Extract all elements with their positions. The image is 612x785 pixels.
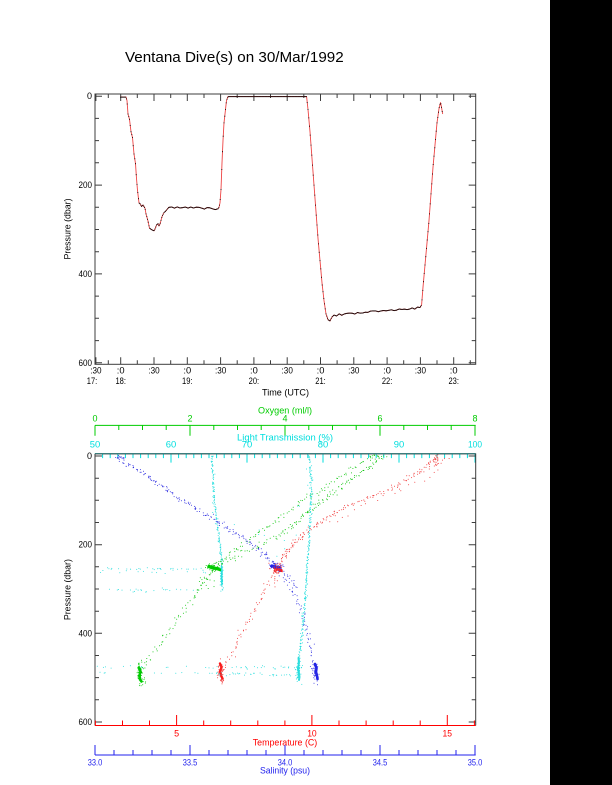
- svg-text:19:: 19:: [182, 376, 193, 386]
- svg-text:400: 400: [79, 628, 93, 638]
- svg-text:Salinity (psu): Salinity (psu): [260, 765, 310, 776]
- svg-text:0: 0: [92, 413, 97, 423]
- svg-text:33.0: 33.0: [88, 758, 103, 768]
- svg-text:200: 200: [79, 540, 93, 550]
- svg-text:Pressure (dbar): Pressure (dbar): [63, 559, 74, 620]
- svg-text::0: :0: [383, 366, 391, 376]
- svg-text:10: 10: [307, 729, 317, 739]
- svg-text:35.0: 35.0: [468, 758, 483, 768]
- svg-text:15: 15: [443, 729, 453, 739]
- svg-text:0: 0: [87, 91, 92, 101]
- svg-text:400: 400: [79, 269, 93, 279]
- svg-text:50: 50: [90, 440, 101, 450]
- svg-text:60: 60: [166, 440, 177, 450]
- svg-text:5: 5: [174, 729, 179, 739]
- svg-text:Light Transmission (%): Light Transmission (%): [237, 432, 333, 443]
- svg-text:33.5: 33.5: [183, 758, 198, 768]
- svg-text::0: :0: [117, 366, 125, 376]
- svg-text:34.5: 34.5: [373, 758, 388, 768]
- svg-text:4: 4: [282, 413, 287, 423]
- svg-text::30: :30: [90, 366, 101, 376]
- svg-text:22:: 22:: [382, 376, 393, 386]
- svg-text:100: 100: [468, 440, 482, 450]
- svg-text:6: 6: [377, 413, 382, 423]
- svg-text:Time (UTC): Time (UTC): [262, 388, 309, 399]
- svg-text:Temperature (C): Temperature (C): [253, 737, 318, 748]
- svg-text:17:: 17:: [87, 376, 98, 386]
- svg-text::30: :30: [282, 366, 293, 376]
- svg-text:600: 600: [79, 717, 93, 727]
- svg-text:2: 2: [187, 413, 192, 423]
- svg-text:Ventana Dive(s) on 30/Mar/1992: Ventana Dive(s) on 30/Mar/1992: [125, 49, 344, 66]
- svg-text:70: 70: [242, 440, 253, 450]
- svg-text::0: :0: [183, 366, 191, 376]
- svg-text:Pressure (dbar): Pressure (dbar): [63, 199, 74, 260]
- svg-text:18:: 18:: [115, 376, 126, 386]
- svg-text:34.0: 34.0: [278, 758, 293, 768]
- svg-text:0: 0: [87, 451, 92, 461]
- svg-text::0: :0: [317, 366, 325, 376]
- svg-text:Oxygen (ml/l): Oxygen (ml/l): [258, 406, 312, 417]
- svg-text:20:: 20:: [249, 376, 260, 386]
- svg-text:200: 200: [79, 180, 93, 190]
- svg-text:21:: 21:: [315, 376, 326, 386]
- svg-text:8: 8: [472, 413, 477, 423]
- svg-text:90: 90: [394, 440, 405, 450]
- svg-text:80: 80: [318, 440, 329, 450]
- svg-text::30: :30: [148, 366, 159, 376]
- svg-text::30: :30: [415, 366, 426, 376]
- svg-text::30: :30: [215, 366, 226, 376]
- svg-text:23:: 23:: [448, 376, 459, 386]
- svg-text::0: :0: [250, 366, 258, 376]
- svg-text:600: 600: [79, 358, 93, 368]
- svg-text::30: :30: [348, 366, 359, 376]
- svg-text::0: :0: [450, 366, 458, 376]
